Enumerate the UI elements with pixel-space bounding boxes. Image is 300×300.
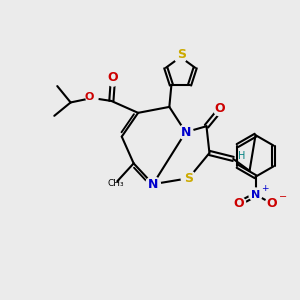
Circle shape [249,188,262,201]
Text: O: O [234,197,244,210]
Circle shape [175,51,186,63]
Text: O: O [214,102,225,115]
Circle shape [232,197,246,210]
Circle shape [214,104,226,116]
Circle shape [265,197,278,210]
Circle shape [86,92,98,104]
Text: +: + [261,184,268,193]
Text: S: S [184,172,193,185]
Text: O: O [266,197,277,210]
Text: CH₃: CH₃ [107,179,124,188]
Circle shape [107,74,119,86]
Text: O: O [107,71,118,84]
Text: N: N [148,178,158,191]
Circle shape [178,125,193,140]
Text: H: H [238,151,245,161]
Text: −: − [279,192,287,202]
Text: N: N [181,126,191,139]
Text: S: S [178,48,187,61]
Text: N: N [251,190,260,200]
Circle shape [146,177,160,192]
Circle shape [181,171,196,186]
Text: O: O [84,92,94,101]
